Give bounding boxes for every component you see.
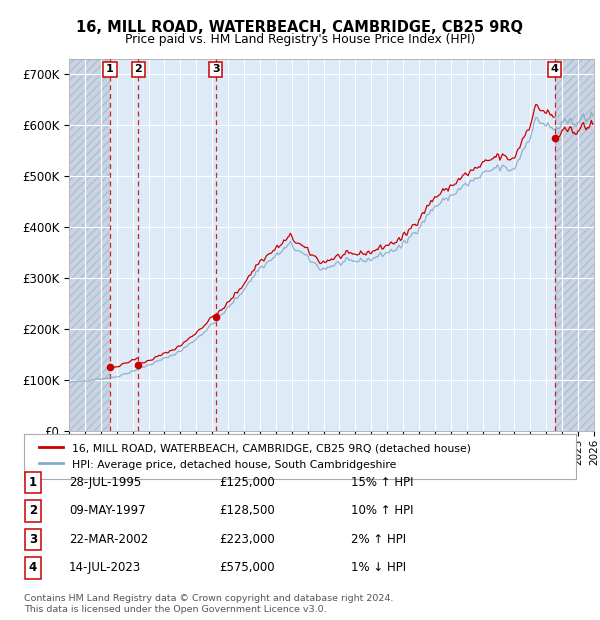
Text: 2: 2 [134, 64, 142, 74]
Text: Contains HM Land Registry data © Crown copyright and database right 2024.
This d: Contains HM Land Registry data © Crown c… [24, 595, 394, 614]
Text: 14-JUL-2023: 14-JUL-2023 [69, 562, 141, 574]
Bar [110, 59, 139, 431]
Text: 1: 1 [106, 64, 114, 74]
Bar [139, 59, 215, 431]
Text: 4: 4 [29, 562, 37, 574]
Text: 10% ↑ HPI: 10% ↑ HPI [351, 505, 413, 517]
Text: 09-MAY-1997: 09-MAY-1997 [69, 505, 146, 517]
Text: Price paid vs. HM Land Registry's House Price Index (HPI): Price paid vs. HM Land Registry's House … [125, 33, 475, 46]
Text: 28-JUL-1995: 28-JUL-1995 [69, 476, 141, 489]
Text: £223,000: £223,000 [219, 533, 275, 546]
Text: 2: 2 [29, 505, 37, 517]
Text: 16, MILL ROAD, WATERBEACH, CAMBRIDGE, CB25 9RQ: 16, MILL ROAD, WATERBEACH, CAMBRIDGE, CB… [77, 20, 523, 35]
Text: £575,000: £575,000 [219, 562, 275, 574]
Text: 3: 3 [212, 64, 220, 74]
Text: 3: 3 [29, 533, 37, 546]
Text: 1% ↓ HPI: 1% ↓ HPI [351, 562, 406, 574]
Text: 1: 1 [29, 476, 37, 489]
Bar [555, 59, 594, 431]
Legend: 16, MILL ROAD, WATERBEACH, CAMBRIDGE, CB25 9RQ (detached house), HPI: Average pr: 16, MILL ROAD, WATERBEACH, CAMBRIDGE, CB… [35, 439, 475, 474]
Text: 4: 4 [551, 64, 559, 74]
Text: 15% ↑ HPI: 15% ↑ HPI [351, 476, 413, 489]
Bar [215, 59, 555, 431]
Text: £128,500: £128,500 [219, 505, 275, 517]
Text: 2% ↑ HPI: 2% ↑ HPI [351, 533, 406, 546]
Bar [69, 59, 110, 431]
Text: £125,000: £125,000 [219, 476, 275, 489]
Text: 22-MAR-2002: 22-MAR-2002 [69, 533, 148, 546]
